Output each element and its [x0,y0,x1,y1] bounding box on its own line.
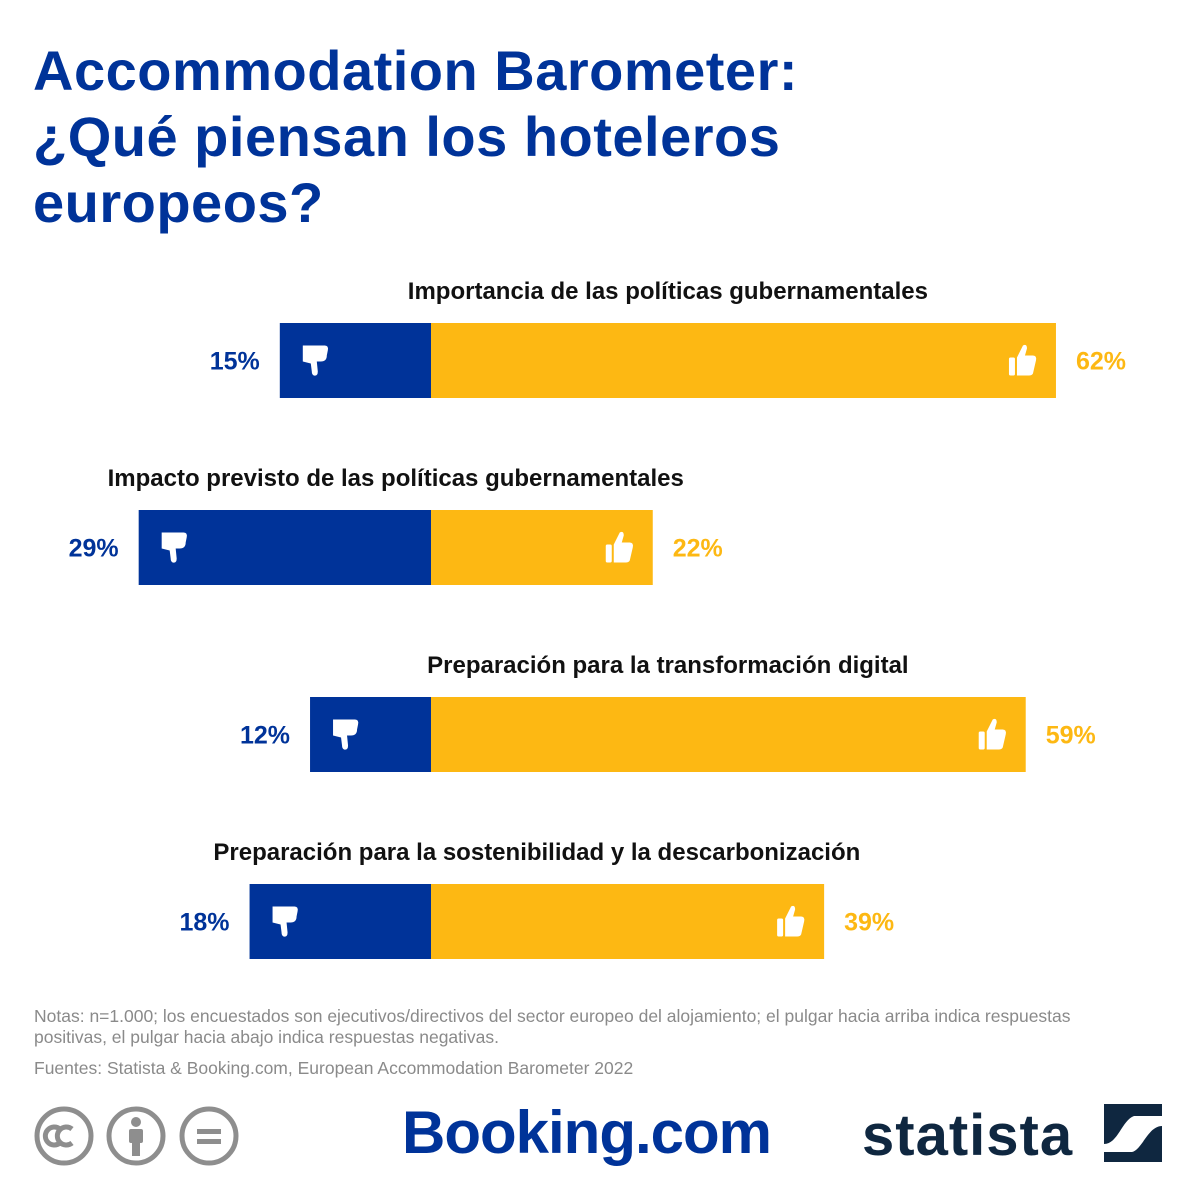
bar-negative [138,510,431,585]
value-label-negative: 18% [180,909,230,937]
thumbs-down-icon [333,719,359,750]
title-line-2: ¿Qué piensan los hoteleros [33,105,781,168]
category-label: Preparación para la transformación digit… [427,652,908,679]
cc-icon [34,1106,94,1166]
statista-mark-icon [1104,1104,1162,1162]
category-label: Preparación para la sostenibilidad y la … [213,839,860,866]
value-label-negative: 29% [69,535,119,563]
booking-logo: Booking.com [402,1099,772,1166]
chart-row: Preparación para la transformación digit… [240,652,1096,772]
thumbs-down-icon [302,345,328,376]
value-label-positive: 62% [1076,348,1126,376]
chart-row: Impacto previsto de las políticas gubern… [69,465,723,585]
category-label: Impacto previsto de las políticas gubern… [108,465,684,492]
thumbs-up-icon [777,905,805,937]
diverging-bar-chart: Importancia de las políticas gubernament… [69,278,1126,959]
title-line-3: europeos? [33,171,324,234]
thumbs-up-icon [605,531,633,563]
title-line-1: Accommodation Barometer: [33,39,799,102]
value-label-positive: 39% [844,909,894,937]
bar-positive [431,323,1056,398]
license-icons [34,1106,247,1171]
value-label-negative: 12% [240,722,290,750]
chart-row: Importancia de las políticas gubernament… [210,278,1126,398]
no-derivatives-icon [179,1106,239,1166]
attribution-icon [106,1106,166,1166]
bar-positive [431,697,1026,772]
value-label-positive: 59% [1046,722,1096,750]
page-title: Accommodation Barometer: ¿Qué piensan lo… [33,38,1153,236]
thumbs-down-icon [272,906,298,937]
chart-notes: Notas: n=1.000; los encuestados son ejec… [34,1006,1071,1047]
bar-positive [431,884,825,959]
chart-row: Preparación para la sostenibilidad y la … [180,839,894,959]
thumbs-up-icon [1008,344,1037,376]
category-label: Importancia de las políticas gubernament… [408,278,928,305]
statista-logo-group: statista [862,1102,1162,1169]
bar-negative [279,323,431,398]
thumbs-down-icon [161,532,187,563]
value-label-negative: 15% [210,348,260,376]
value-label-positive: 22% [673,535,723,563]
chart-source: Fuentes: Statista & Booking.com, Europea… [34,1058,634,1078]
thumbs-up-icon [978,718,1006,750]
statista-logo: statista [862,1103,1074,1168]
bar-negative [310,697,431,772]
